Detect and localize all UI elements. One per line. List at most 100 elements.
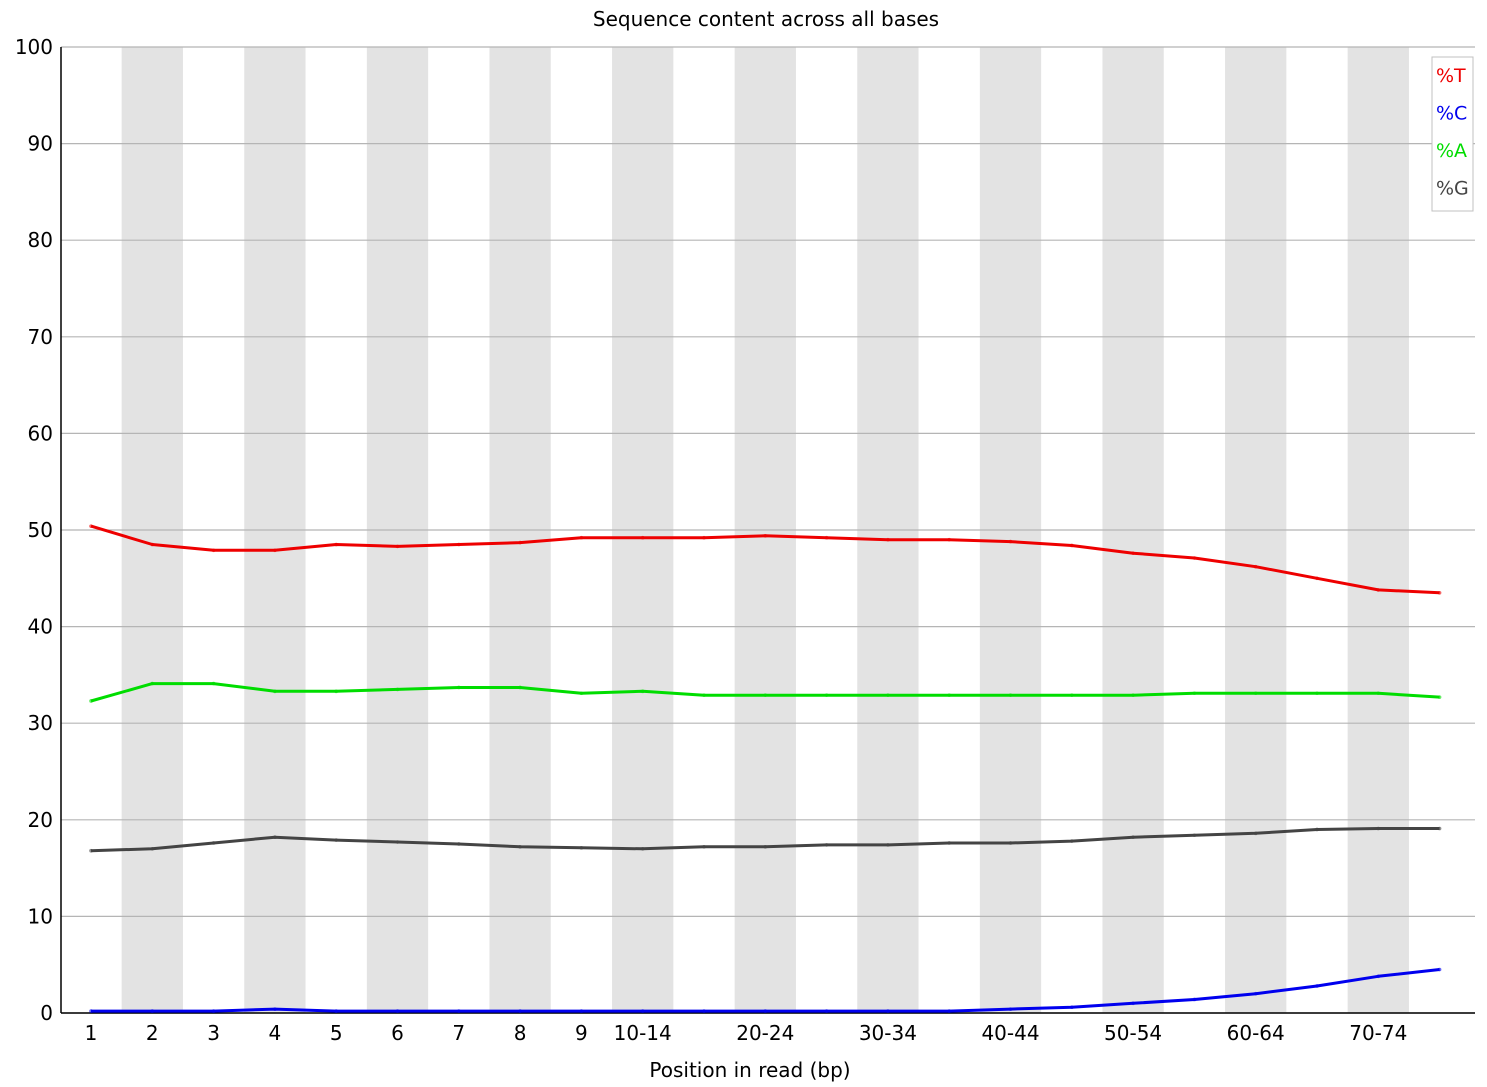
data-point [1131,551,1135,555]
data-point [702,845,706,849]
chart-title: Sequence content across all bases [593,7,939,31]
data-point [211,841,216,845]
data-point [1131,693,1135,697]
data-point [579,1009,584,1013]
x-tick-label: 2 [146,1021,159,1045]
data-point [1253,991,1258,996]
legend-entry: %C [1436,103,1467,125]
data-point [395,687,400,692]
data-point [518,685,522,690]
data-point [395,544,400,549]
x-tick-label: 5 [330,1021,343,1045]
data-point [89,1009,93,1013]
data-point [273,1007,277,1011]
data-point [947,693,951,697]
x-tick-label: 7 [452,1021,465,1045]
data-point [1008,539,1013,544]
x-tick-label: 6 [391,1021,404,1045]
data-point [886,693,890,697]
data-point [457,1009,461,1013]
y-tick-label: 70 [28,325,53,349]
data-point [1008,841,1013,845]
data-point [886,1009,890,1013]
data-point [1315,827,1319,832]
data-point [947,537,951,542]
data-point [1070,839,1074,843]
y-tick-label: 10 [28,904,53,928]
data-point [150,542,155,547]
x-tick-label: 1 [85,1021,98,1045]
data-point [763,1009,768,1013]
data-point [1192,997,1197,1002]
legend-entry: %G [1436,178,1469,200]
x-axis-label: Position in read (bp) [649,1058,850,1082]
data-point [1315,984,1319,988]
data-point [334,1009,339,1013]
data-point [1131,1001,1135,1006]
data-point [886,537,890,542]
data-point [89,524,93,528]
data-point [1315,576,1319,581]
x-tick-label: 20-24 [736,1021,794,1045]
data-point [640,1009,645,1013]
data-point [1376,974,1381,979]
data-point [947,841,951,845]
data-point [1253,564,1258,569]
data-point [1437,590,1442,595]
data-point [457,542,461,547]
data-point [1437,967,1442,972]
data-point [640,535,645,540]
data-point [1192,691,1197,696]
data-point [824,843,829,847]
data-point [579,691,584,696]
data-point [150,681,155,686]
data-point [211,1009,216,1013]
data-point [89,699,93,703]
legend-entry: %T [1436,65,1466,87]
y-tick-label: 100 [15,35,53,59]
data-point [824,1009,829,1013]
legend: %T %C %A %G [1431,56,1474,212]
y-tick-label: 30 [28,711,53,735]
data-point [518,1009,522,1013]
data-point [824,535,829,540]
x-tick-label: 4 [269,1021,282,1045]
data-point [1192,556,1197,560]
data-point [518,540,522,545]
data-point [1070,693,1074,697]
x-tick-label: 3 [207,1021,220,1045]
data-point [763,693,768,697]
data-point [1315,691,1319,696]
data-point [763,845,768,849]
data-point [211,681,216,686]
data-point [457,842,461,846]
data-point [1192,833,1197,838]
data-point [1008,693,1013,697]
y-tick-label: 40 [28,615,53,639]
x-tick-label: 8 [514,1021,527,1045]
axes [60,47,1475,1014]
data-point [334,689,339,694]
x-tick-label: 30-34 [859,1021,917,1045]
y-tick-label: 60 [28,421,53,445]
y-tick-label: 90 [28,132,53,156]
data-point [1437,826,1442,831]
data-point [1253,691,1258,696]
y-tick-labels: 0 10 20 30 40 50 60 70 80 90 100 [15,35,53,1025]
data-point [640,846,645,851]
data-point [211,548,216,553]
data-point [947,1009,951,1013]
y-tick-label: 20 [28,808,53,832]
x-tick-label: 40-44 [981,1021,1039,1045]
x-tick-label: 10-14 [614,1021,672,1045]
data-point [273,548,277,553]
data-point [579,535,584,540]
data-point [150,846,155,851]
data-point [1376,826,1381,831]
y-tick-label: 80 [28,228,53,252]
series-lines [89,524,1442,1013]
y-tick-label: 0 [40,1001,53,1025]
data-point [702,535,706,540]
data-point [702,693,706,697]
